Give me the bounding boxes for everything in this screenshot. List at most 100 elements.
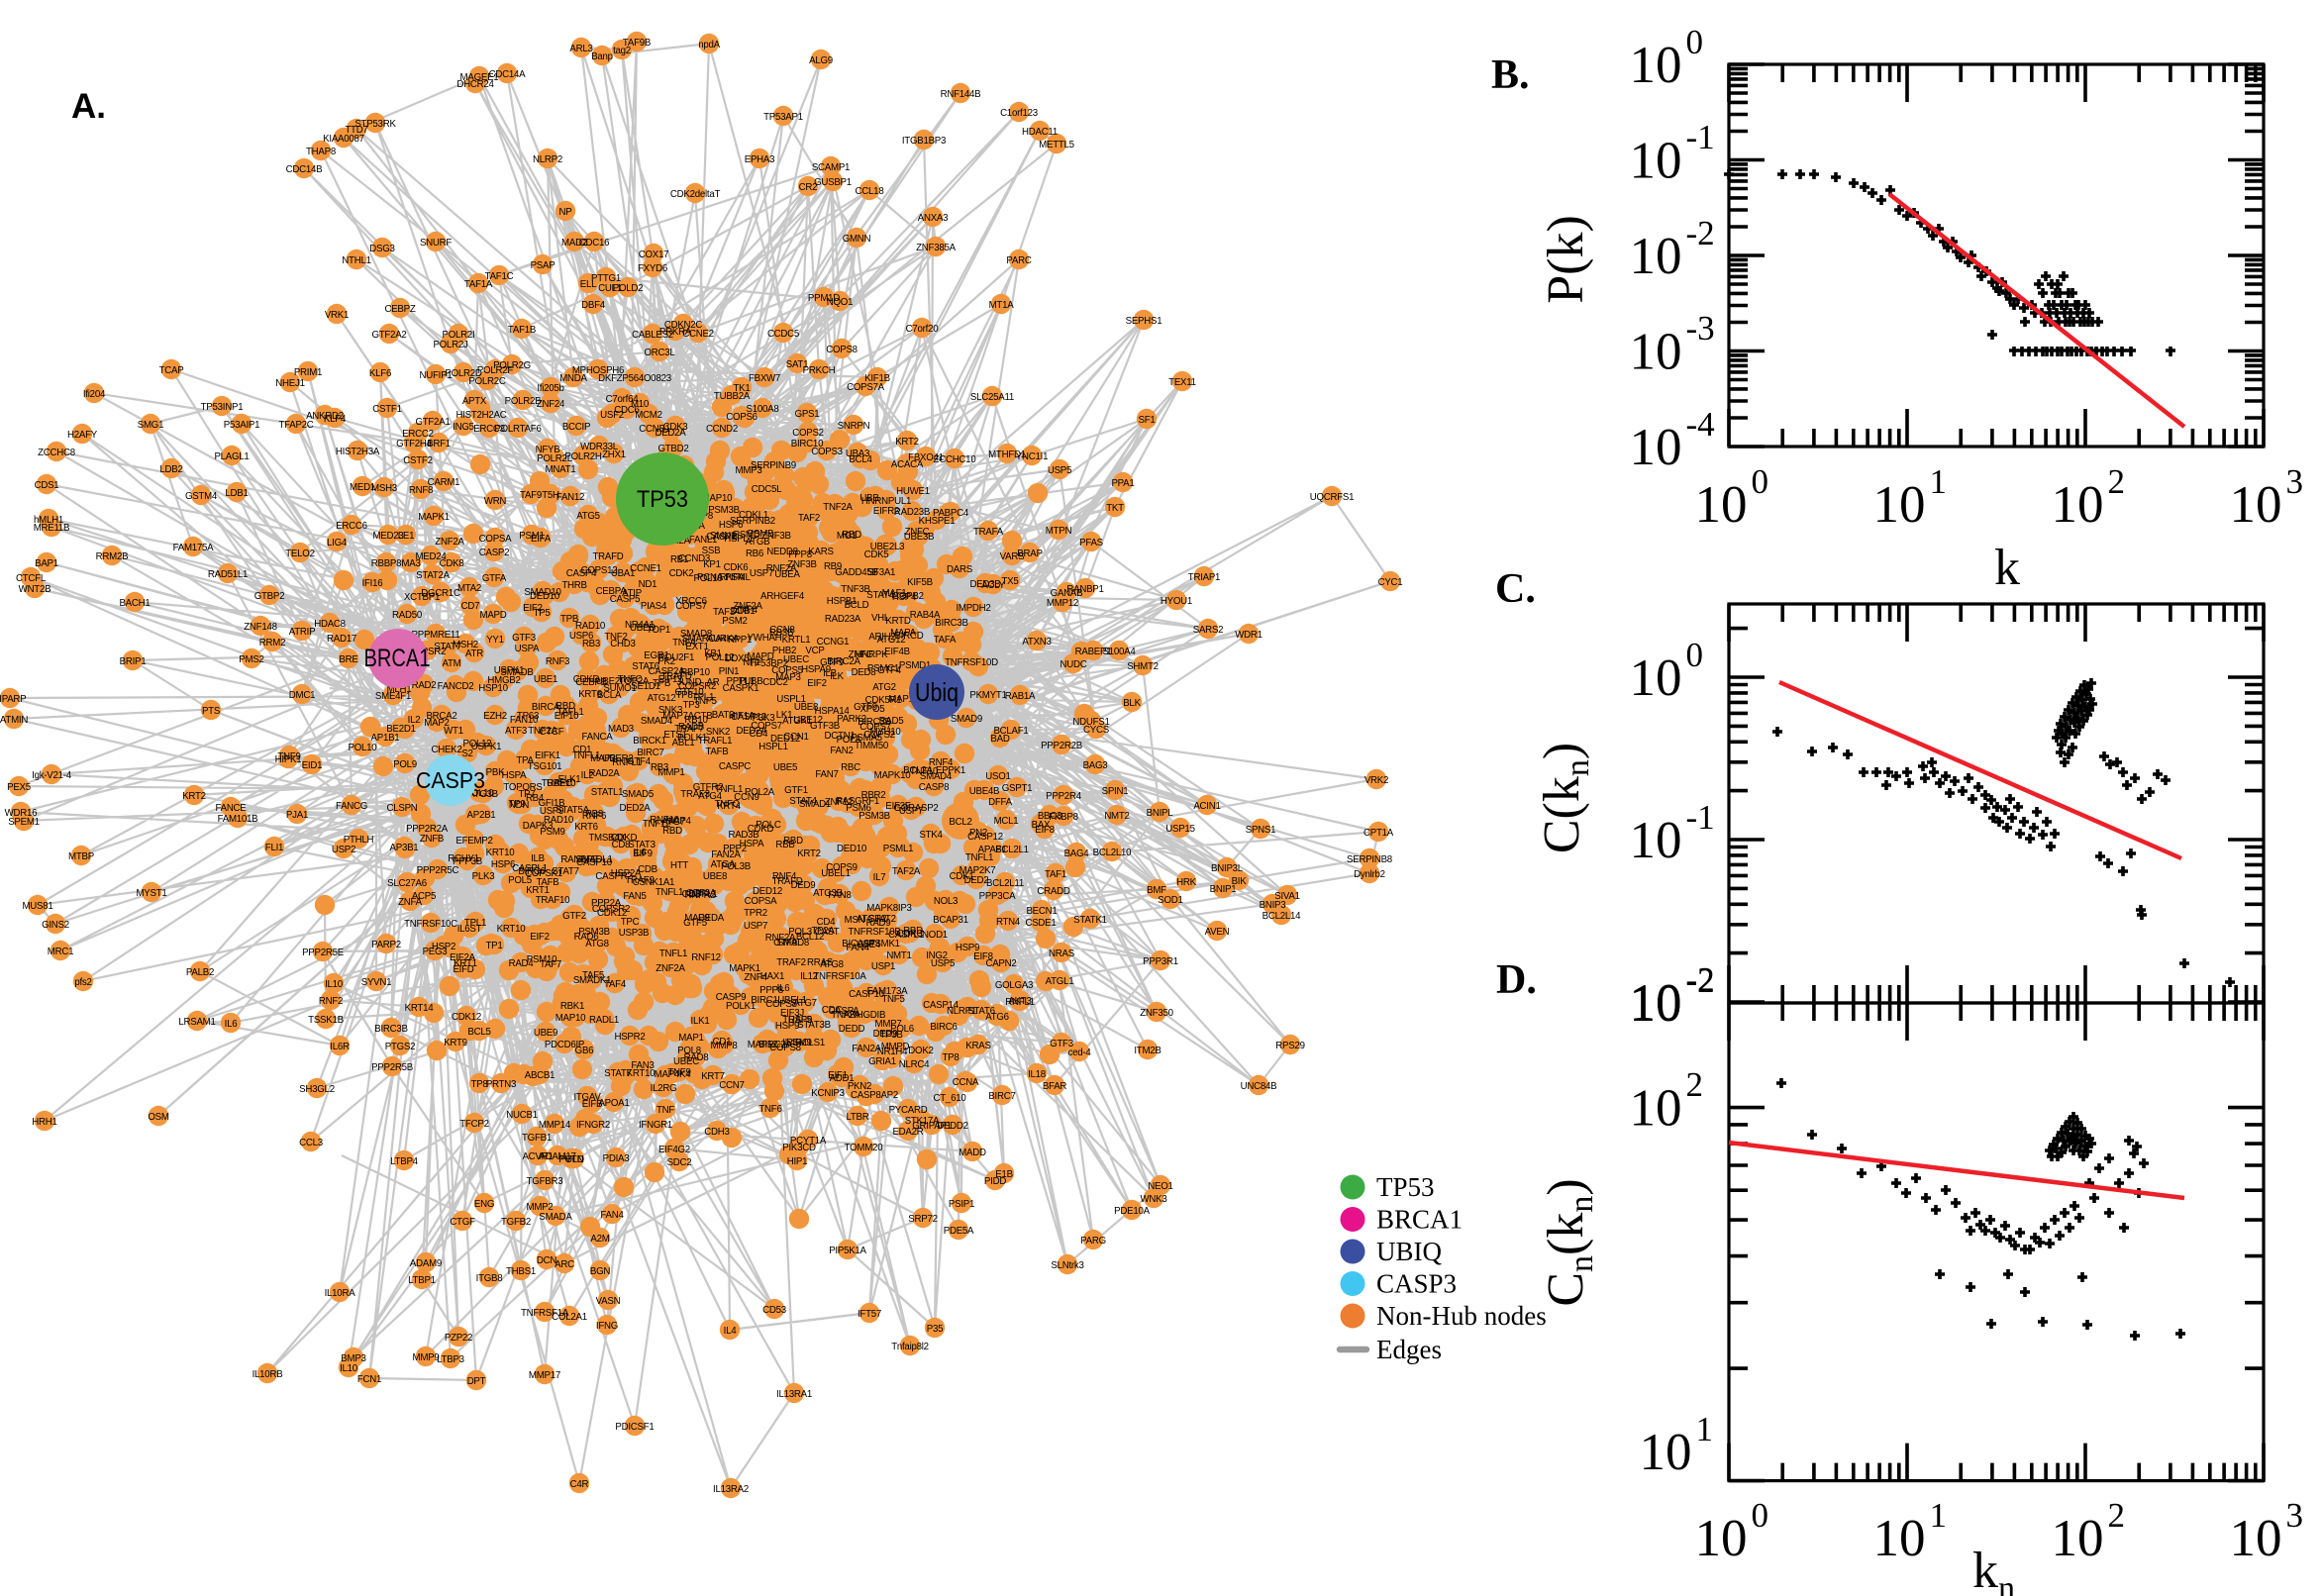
svg-text:IFI16: IFI16 <box>362 578 383 589</box>
svg-text:IL12: IL12 <box>800 971 818 982</box>
svg-text:FCN1: FCN1 <box>357 1374 381 1385</box>
svg-text:GMNN: GMNN <box>843 234 871 245</box>
svg-text:RBK1: RBK1 <box>560 1001 584 1012</box>
svg-text:USP6: USP6 <box>569 631 593 642</box>
svg-text:RNFL1: RNFL1 <box>1005 997 1034 1008</box>
svg-text:HSP10: HSP10 <box>478 683 508 694</box>
svg-text:10: 10 <box>1873 1510 1926 1567</box>
svg-text:CDH3: CDH3 <box>704 1127 729 1138</box>
svg-text:-3: -3 <box>1686 309 1715 348</box>
svg-text:KRT6: KRT6 <box>578 689 602 700</box>
svg-text:CTCFL: CTCFL <box>16 573 47 584</box>
svg-text:Ifi204: Ifi204 <box>83 389 106 400</box>
svg-text:LTBP3: LTBP3 <box>437 1354 464 1365</box>
svg-text:CCL3: CCL3 <box>299 1138 323 1148</box>
svg-text:POL10: POL10 <box>694 573 724 584</box>
svg-text:FANCA: FANCA <box>581 732 613 743</box>
svg-text:YY1: YY1 <box>486 635 504 646</box>
svg-text:CDK5: CDK5 <box>864 549 889 560</box>
svg-text:TAF5: TAF5 <box>582 970 604 981</box>
svg-text:GOLGA3: GOLGA3 <box>995 980 1033 991</box>
svg-text:BLK: BLK <box>1123 698 1141 709</box>
svg-text:RAB1A: RAB1A <box>1005 691 1036 702</box>
svg-text:TGFBR3: TGFBR3 <box>527 1176 563 1187</box>
svg-text:COPSR2: COPSR2 <box>678 681 716 692</box>
svg-text:TRAF2: TRAF2 <box>776 957 805 968</box>
svg-text:POLK1: POLK1 <box>677 733 707 744</box>
svg-text:PPA1: PPA1 <box>1111 478 1134 489</box>
svg-text:PPP3B: PPP3B <box>453 856 482 867</box>
svg-text:LIG4: LIG4 <box>327 538 348 549</box>
svg-text:TAF1B: TAF1B <box>508 325 536 336</box>
svg-text:KLF6: KLF6 <box>369 368 391 379</box>
svg-text:CDC14B: CDC14B <box>286 164 323 175</box>
svg-text:BCL2L14: BCL2L14 <box>1262 911 1302 922</box>
svg-text:POL10: POL10 <box>349 743 378 753</box>
svg-text:TELO2: TELO2 <box>285 549 314 559</box>
svg-text:KRT2: KRT2 <box>182 791 206 802</box>
svg-text:PTGS2: PTGS2 <box>385 1042 416 1052</box>
svg-text:SSB: SSB <box>702 546 721 556</box>
svg-text:ZNF350: ZNF350 <box>1140 1008 1173 1019</box>
svg-text:TPL1: TPL1 <box>464 918 486 929</box>
svg-text:BAD: BAD <box>990 734 1009 745</box>
svg-text:POL9: POL9 <box>393 759 417 770</box>
svg-text:SARS2: SARS2 <box>1193 625 1224 636</box>
svg-text:GB6: GB6 <box>575 1046 594 1056</box>
svg-text:TTD7: TTD7 <box>345 125 367 136</box>
svg-text:MAPK1: MAPK1 <box>418 512 450 523</box>
svg-text:IL13RA1: IL13RA1 <box>776 1389 812 1400</box>
svg-text:KRT2: KRT2 <box>895 437 919 448</box>
svg-text:IL13RA2: IL13RA2 <box>713 1484 749 1495</box>
svg-text:UBEC: UBEC <box>783 654 809 665</box>
svg-text:CDKD: CDKD <box>611 833 638 844</box>
svg-text:GTF4: GTF4 <box>627 756 652 767</box>
svg-text:TNF: TNF <box>656 1105 674 1116</box>
svg-text:SMAD8: SMAD8 <box>777 938 809 948</box>
svg-text:RNF6: RNF6 <box>582 811 606 822</box>
svg-text:USP7: USP7 <box>899 806 923 817</box>
svg-text:DED10: DED10 <box>837 844 867 854</box>
svg-text:PDE10A: PDE10A <box>1114 1206 1150 1217</box>
svg-text:IMPDH2: IMPDH2 <box>956 603 990 614</box>
svg-text:GINS2: GINS2 <box>42 920 69 931</box>
svg-text:GTF2: GTF2 <box>562 911 586 922</box>
svg-text:TNF10: TNF10 <box>910 766 939 777</box>
svg-text:10: 10 <box>1630 133 1682 190</box>
svg-text:RBB: RBB <box>775 840 794 850</box>
svg-text:COPSA: COPSA <box>479 534 512 545</box>
svg-text:10: 10 <box>1640 1424 1692 1481</box>
svg-text:TUBB2A: TUBB2A <box>714 391 751 402</box>
svg-text:NRAS: NRAS <box>1049 948 1075 959</box>
svg-text:MYST1: MYST1 <box>136 888 166 899</box>
svg-text:RNF3: RNF3 <box>546 656 569 667</box>
svg-text:H2AFY: H2AFY <box>67 430 98 441</box>
svg-text:TRAF10: TRAF10 <box>536 895 570 906</box>
svg-text:MTBP: MTBP <box>68 851 94 862</box>
svg-text:IL10RB: IL10RB <box>252 1369 283 1380</box>
svg-text:GTFA: GTFA <box>482 573 507 584</box>
svg-text:CDK2deltaT: CDK2deltaT <box>670 189 721 200</box>
svg-text:HRK: HRK <box>1176 877 1196 888</box>
svg-text:LTBP4: LTBP4 <box>390 1156 419 1167</box>
svg-text:TPR2: TPR2 <box>744 908 767 919</box>
svg-text:RAD2A: RAD2A <box>588 768 620 779</box>
svg-text:-4: -4 <box>1686 405 1715 444</box>
svg-text:APOA1: APOA1 <box>598 1098 629 1109</box>
svg-text:BGN: BGN <box>590 1266 610 1277</box>
svg-text:PPP2R2B: PPP2R2B <box>1041 741 1082 751</box>
svg-text:CDC14A: CDC14A <box>489 69 527 80</box>
svg-text:BNIP3L: BNIP3L <box>1211 863 1244 874</box>
svg-text:ATG2: ATG2 <box>872 682 896 693</box>
svg-text:IL6: IL6 <box>225 1019 238 1030</box>
svg-text:CTGF: CTGF <box>450 1217 475 1228</box>
svg-text:COPS8: COPS8 <box>826 345 858 355</box>
svg-text:CASP3: CASP3 <box>416 767 485 793</box>
svg-text:POLR2J: POLR2J <box>433 340 468 350</box>
svg-text:USP5: USP5 <box>1048 465 1071 476</box>
svg-text:PFAS: PFAS <box>1079 538 1104 549</box>
svg-text:KRAS: KRAS <box>965 1041 991 1051</box>
svg-text:TNFC: TNFC <box>618 674 643 685</box>
svg-text:BRIP1: BRIP1 <box>120 656 147 667</box>
svg-text:TFCP2: TFCP2 <box>459 1119 488 1130</box>
